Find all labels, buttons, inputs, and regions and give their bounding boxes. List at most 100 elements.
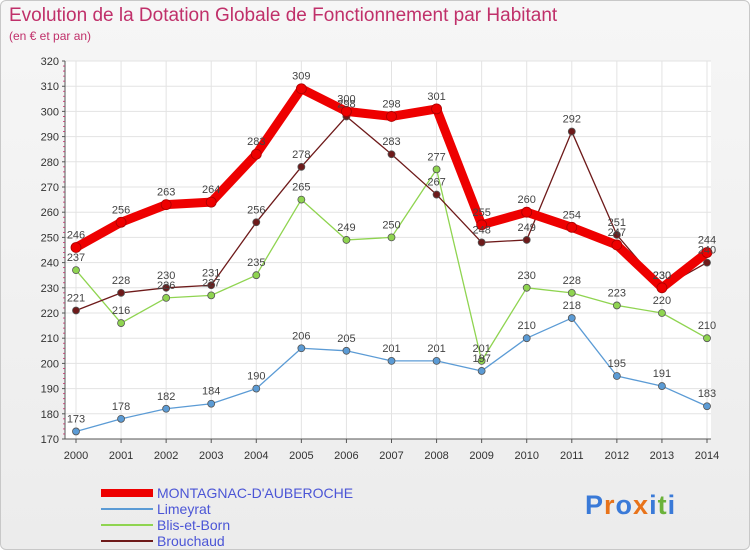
data-label: 254	[563, 209, 581, 221]
data-point	[567, 127, 576, 136]
data-label: 278	[292, 149, 310, 161]
data-point	[387, 150, 396, 159]
data-point	[160, 199, 172, 211]
data-label: 264	[202, 184, 220, 196]
data-label: 249	[518, 222, 536, 234]
x-tick-label: 2013	[650, 450, 674, 462]
data-label: 251	[608, 217, 626, 229]
data-point	[386, 111, 397, 122]
data-label: 178	[112, 401, 130, 413]
y-tick-label: 210	[41, 333, 59, 345]
legend-label: Limeyrat	[157, 501, 211, 517]
data-point	[432, 165, 441, 174]
data-point	[72, 306, 80, 315]
x-tick-label: 2014	[695, 450, 719, 462]
data-point	[115, 216, 127, 228]
data-point	[701, 247, 713, 258]
data-label: 250	[382, 219, 400, 231]
data-point	[522, 236, 531, 244]
data-point	[658, 382, 666, 390]
legend-label: Brouchaud	[157, 533, 225, 549]
logo-letter: P	[585, 490, 605, 520]
data-point	[611, 239, 623, 251]
data-label: 223	[608, 287, 626, 299]
logo-letter: i	[649, 490, 658, 520]
data-point	[612, 230, 621, 239]
data-label: 248	[472, 224, 490, 236]
y-tick-label: 290	[41, 132, 59, 144]
data-label: 300	[337, 93, 355, 105]
data-label: 230	[653, 270, 671, 282]
data-point	[432, 356, 441, 365]
y-tick-label: 300	[41, 106, 59, 118]
data-label: 240	[698, 245, 716, 257]
data-label: 206	[292, 330, 310, 342]
data-point	[477, 238, 486, 247]
proxiti-logo: Proxiti	[585, 490, 676, 521]
data-label: 255	[472, 207, 490, 219]
data-label: 230	[653, 270, 671, 282]
y-tick-label: 230	[41, 283, 59, 295]
x-tick-label: 2008	[424, 450, 448, 462]
data-label: 301	[427, 91, 445, 103]
x-tick-label: 2004	[244, 450, 268, 462]
data-label: 183	[698, 388, 716, 400]
data-point	[703, 334, 711, 343]
data-point	[566, 221, 578, 233]
data-label: 237	[67, 252, 85, 264]
data-label: 247	[608, 227, 626, 239]
data-point	[205, 196, 217, 208]
x-tick-label: 2009	[469, 450, 493, 462]
x-tick-label: 2010	[514, 450, 538, 462]
x-tick-label: 2005	[289, 450, 313, 462]
data-label: 184	[202, 386, 220, 398]
data-label: 235	[247, 257, 265, 269]
y-tick-label: 180	[41, 409, 59, 421]
data-label: 263	[157, 187, 175, 199]
data-point	[387, 356, 396, 365]
data-label: 228	[112, 275, 130, 287]
chart-title: Evolution de la Dotation Globale de Fonc…	[9, 5, 558, 26]
x-tick-label: 2007	[379, 450, 403, 462]
data-label: 201	[427, 343, 445, 355]
y-tick-label: 270	[41, 182, 59, 194]
data-point	[656, 282, 668, 294]
data-point	[522, 283, 531, 292]
data-point	[295, 83, 307, 95]
data-point	[342, 346, 351, 355]
y-tick-label: 190	[41, 384, 59, 396]
data-point	[117, 319, 125, 327]
data-label: 218	[563, 300, 581, 312]
y-tick-label: 260	[41, 207, 59, 219]
legend-swatch	[101, 524, 153, 526]
data-point	[612, 301, 621, 310]
data-point	[476, 219, 488, 231]
data-point	[72, 266, 80, 275]
data-label: 220	[653, 295, 671, 307]
data-point	[521, 206, 533, 218]
y-tick-label: 280	[41, 157, 59, 169]
y-tick-label: 240	[41, 258, 59, 270]
data-point	[522, 334, 531, 343]
data-label: 173	[67, 413, 85, 425]
data-label: 298	[337, 98, 355, 110]
data-label: 216	[112, 305, 130, 317]
legend-swatch	[101, 489, 153, 497]
data-point	[252, 384, 261, 393]
x-tick-label: 2006	[334, 450, 358, 462]
data-label: 277	[427, 151, 445, 163]
data-label: 195	[608, 358, 626, 370]
data-point	[117, 414, 125, 423]
data-label: 283	[247, 136, 265, 148]
data-point	[297, 195, 306, 204]
x-tick-label: 2012	[605, 450, 629, 462]
legend-swatch	[101, 540, 153, 542]
data-label: 230	[518, 270, 536, 282]
data-label: 292	[563, 114, 581, 126]
data-label: 226	[157, 280, 175, 292]
data-point	[477, 356, 486, 365]
data-label: 191	[653, 368, 671, 380]
data-point	[252, 218, 261, 227]
data-label: 267	[427, 177, 445, 189]
